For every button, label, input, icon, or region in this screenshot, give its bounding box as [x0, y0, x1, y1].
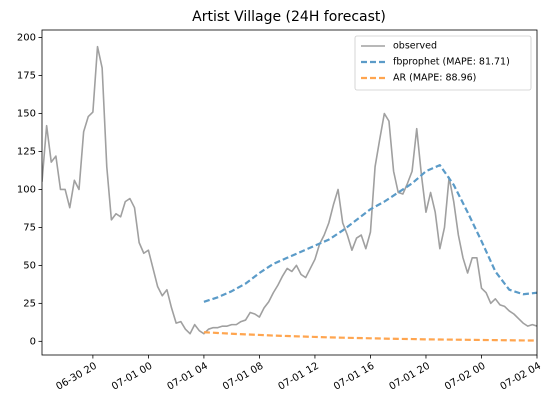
legend-label: observed — [393, 41, 437, 52]
legend-box — [354, 35, 532, 91]
chart-title: Artist Village (24H forecast) — [192, 9, 386, 25]
x-tick-label: 07-01 08 — [221, 361, 265, 393]
x-tick-label: 07-01 00 — [110, 361, 154, 393]
x-tick-label: 07-02 00 — [443, 361, 487, 393]
x-tick-label: 07-01 20 — [388, 361, 432, 393]
y-tick-label: 150 — [17, 109, 36, 120]
y-tick-label: 175 — [17, 71, 36, 82]
y-tick-label: 125 — [17, 146, 36, 157]
x-tick-label: 07-01 12 — [276, 361, 320, 393]
x-tick-label: 06-30 20 — [54, 361, 98, 393]
x-tick-label: 07-01 04 — [165, 361, 209, 393]
plot-frame — [41, 29, 538, 356]
y-tick-label: 50 — [23, 260, 36, 271]
y-tick-label: 0 — [30, 336, 36, 347]
legend-label: AR (MAPE: 88.96) — [393, 73, 476, 84]
legend-label: fbprophet (MAPE: 81.71) — [393, 57, 510, 68]
series-line — [203, 331, 537, 342]
series-line — [42, 45, 537, 335]
y-tick-label: 75 — [23, 222, 36, 233]
x-tick-label: 07-02 04 — [499, 361, 543, 393]
x-tick-label: 07-01 16 — [332, 361, 376, 393]
y-tick-label: 200 — [17, 33, 36, 44]
series-line — [203, 164, 537, 303]
y-tick-label: 25 — [23, 298, 36, 309]
y-tick-label: 100 — [17, 184, 36, 195]
